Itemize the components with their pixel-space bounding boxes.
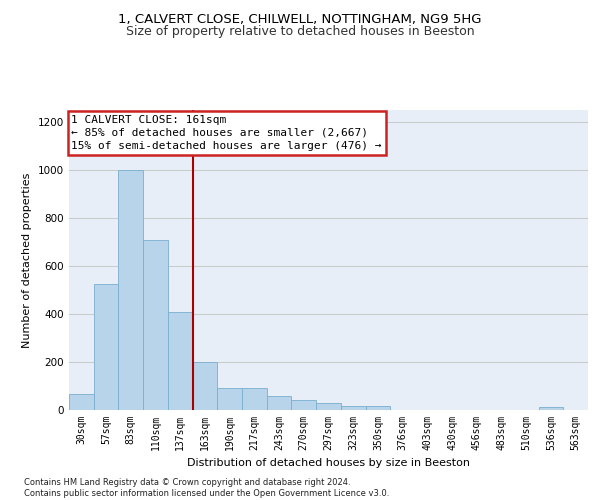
Bar [118, 170, 143, 410]
Bar [217, 388, 242, 410]
Text: Size of property relative to detached houses in Beeston: Size of property relative to detached ho… [125, 25, 475, 38]
Bar [539, 407, 563, 410]
Bar [69, 394, 94, 410]
X-axis label: Distribution of detached houses by size in Beeston: Distribution of detached houses by size … [187, 458, 470, 468]
Bar [242, 388, 267, 410]
Bar [94, 284, 118, 410]
Text: 1, CALVERT CLOSE, CHILWELL, NOTTINGHAM, NG9 5HG: 1, CALVERT CLOSE, CHILWELL, NOTTINGHAM, … [118, 12, 482, 26]
Bar [341, 406, 365, 410]
Bar [292, 400, 316, 410]
Bar [143, 240, 168, 410]
Bar [267, 396, 292, 410]
Bar [168, 312, 193, 410]
Text: 1 CALVERT CLOSE: 161sqm
← 85% of detached houses are smaller (2,667)
15% of semi: 1 CALVERT CLOSE: 161sqm ← 85% of detache… [71, 115, 382, 151]
Bar [365, 406, 390, 410]
Text: Contains HM Land Registry data © Crown copyright and database right 2024.
Contai: Contains HM Land Registry data © Crown c… [24, 478, 389, 498]
Bar [193, 362, 217, 410]
Y-axis label: Number of detached properties: Number of detached properties [22, 172, 32, 348]
Bar [316, 403, 341, 410]
